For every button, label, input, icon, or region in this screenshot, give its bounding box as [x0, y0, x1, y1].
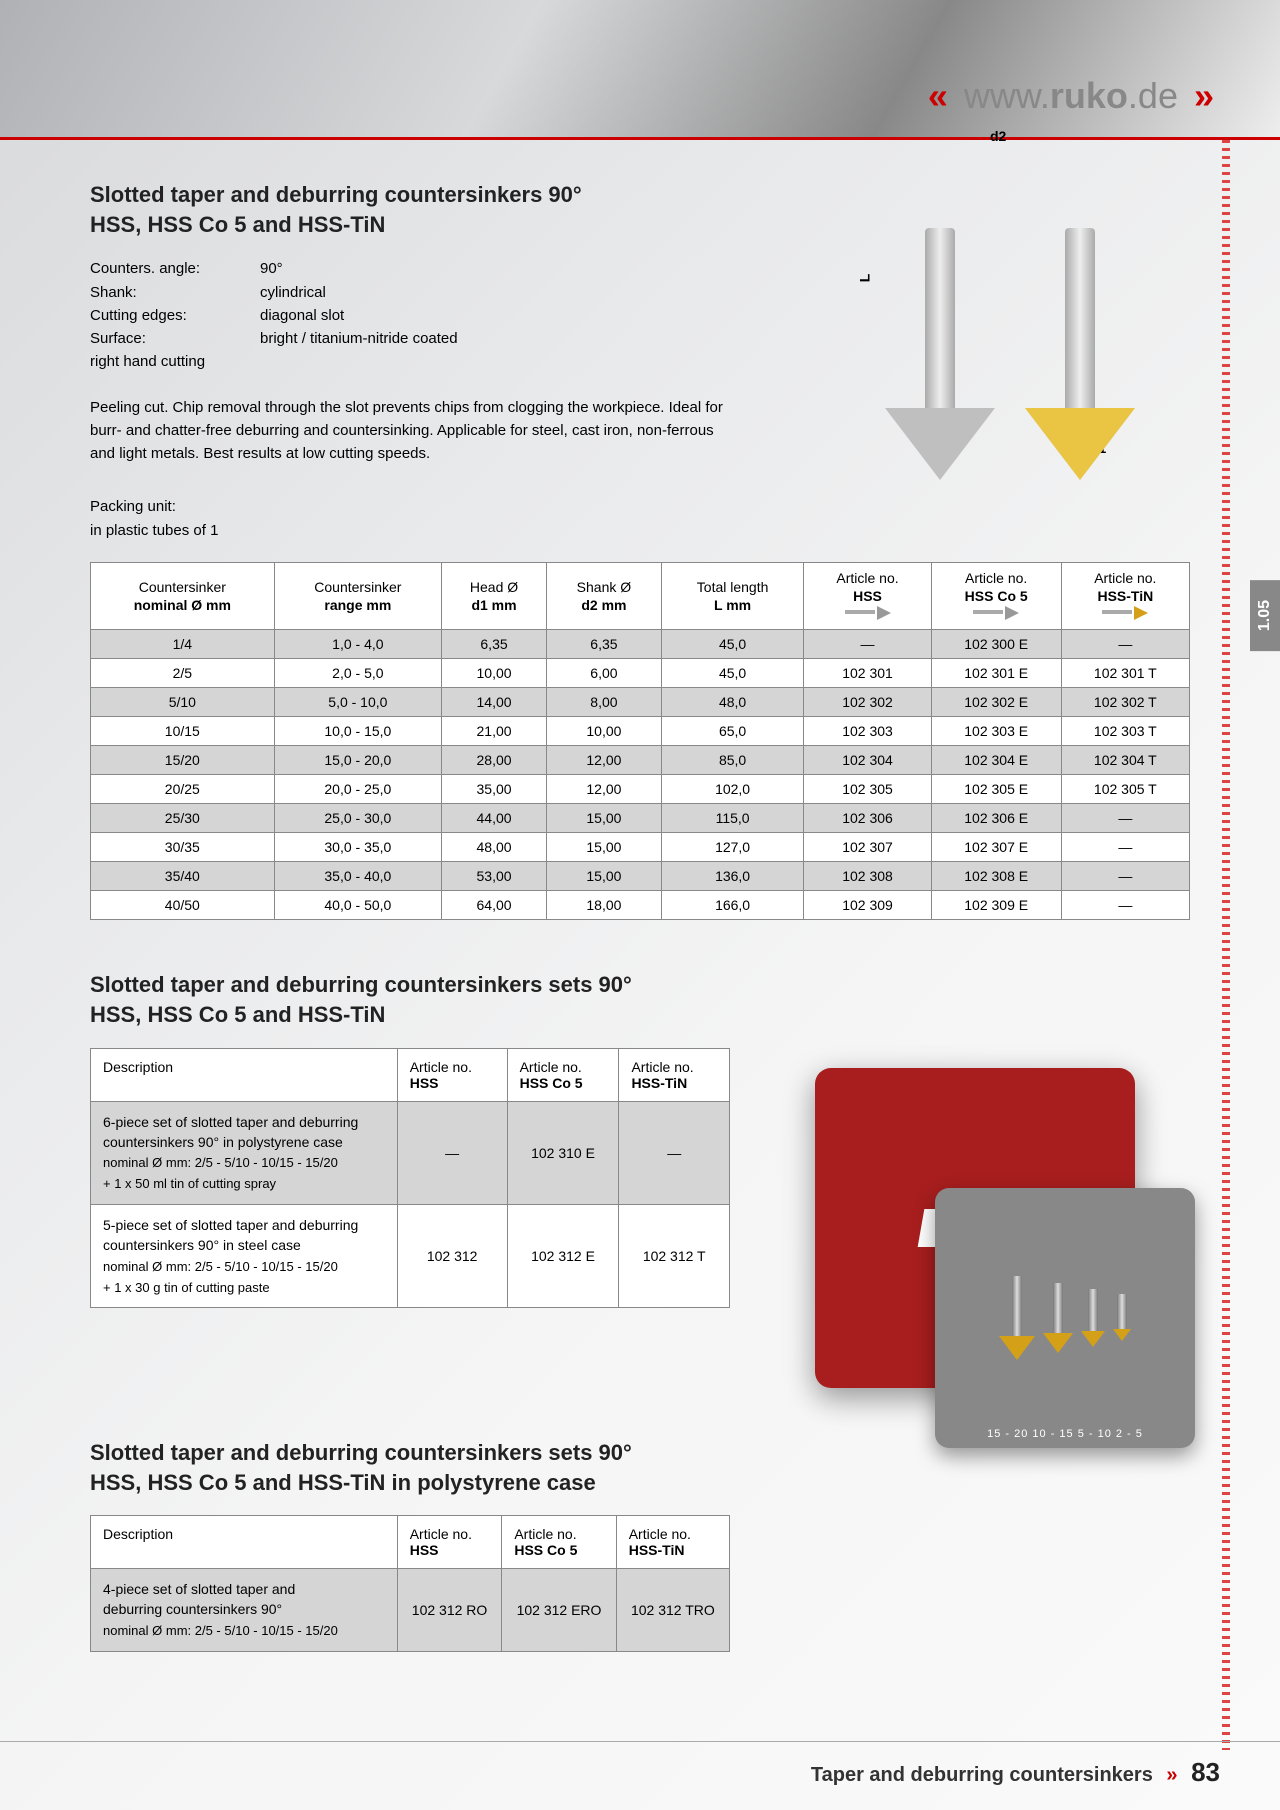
L-label: L: [856, 274, 872, 283]
table-row: 40/5040,0 - 50,064,0018,00166,0102 30910…: [91, 891, 1190, 920]
packing-unit: Packing unit: in plastic tubes of 1: [90, 495, 1190, 542]
countersinker-bright-icon: [885, 228, 995, 480]
table-row: 4-piece set of slotted taper and deburri…: [91, 1569, 730, 1651]
col-nominal: Countersinkernominal Ø mm: [91, 562, 275, 630]
tech-drawing: d2 d1 L: [830, 140, 1190, 480]
poly-table: Description Article no.HSS Article no.HS…: [90, 1515, 730, 1651]
tool-gold-icon: [1102, 605, 1148, 619]
product-set-photo: RUKO 15 - 20 10 - 15 5 - 10 2 - 5: [760, 1048, 1190, 1408]
table-row: 20/2520,0 - 25,035,0012,00102,0102 30510…: [91, 775, 1190, 804]
table-row: 30/3530,0 - 35,048,0015,00127,0102 30710…: [91, 833, 1190, 862]
table-row: 10/1510,0 - 15,021,0010,0065,0102 303102…: [91, 717, 1190, 746]
table-row: 6-piece set of slotted taper and deburri…: [91, 1101, 730, 1204]
table-row: 25/3025,0 - 30,044,0015,00115,0102 30610…: [91, 804, 1190, 833]
main-table: Countersinkernominal Ø mm Countersinkerr…: [90, 562, 1190, 921]
col-d1: Head Ød1 mm: [442, 562, 547, 630]
d2-label: d2: [990, 128, 1006, 144]
col-d2: Shank Ød2 mm: [546, 562, 661, 630]
table-row: 2/52,0 - 5,010,006,0045,0102 301102 301 …: [91, 659, 1190, 688]
chevron-right-icon: »: [1178, 75, 1220, 116]
header-url: « www.ruko.de »: [922, 75, 1220, 117]
tool-bright-icon: [973, 605, 1019, 619]
table-row: 5-piece set of slotted taper and deburri…: [91, 1205, 730, 1308]
tool-bright-icon: [845, 605, 891, 619]
col-hss: Article no.HSS: [804, 562, 931, 630]
page-footer: Taper and deburring countersinkers » 83: [811, 1757, 1220, 1788]
col-L: Total lengthL mm: [661, 562, 803, 630]
description: Peeling cut. Chip removal through the sl…: [90, 396, 730, 466]
col-co5: Article no.HSS Co 5: [931, 562, 1061, 630]
countersinker-tin-icon: [1025, 228, 1135, 480]
chevron-left-icon: «: [922, 75, 964, 116]
table-row: 15/2015,0 - 20,028,0012,0085,0102 304102…: [91, 746, 1190, 775]
table-row: 5/105,0 - 10,014,008,0048,0102 302102 30…: [91, 688, 1190, 717]
header: « www.ruko.de »: [0, 0, 1280, 140]
sets-table: Description Article no.HSS Article no.HS…: [90, 1048, 730, 1309]
footer-rule: [0, 1741, 1280, 1742]
table-row: 1/41,0 - 4,06,356,3545,0—102 300 E—: [91, 630, 1190, 659]
col-tin: Article no.HSS-TiN: [1061, 562, 1189, 630]
col-range: Countersinkerrange mm: [274, 562, 441, 630]
section2-title: Slotted taper and deburring countersinke…: [90, 970, 1190, 1029]
table-row: 35/4035,0 - 40,053,0015,00136,0102 30810…: [91, 862, 1190, 891]
